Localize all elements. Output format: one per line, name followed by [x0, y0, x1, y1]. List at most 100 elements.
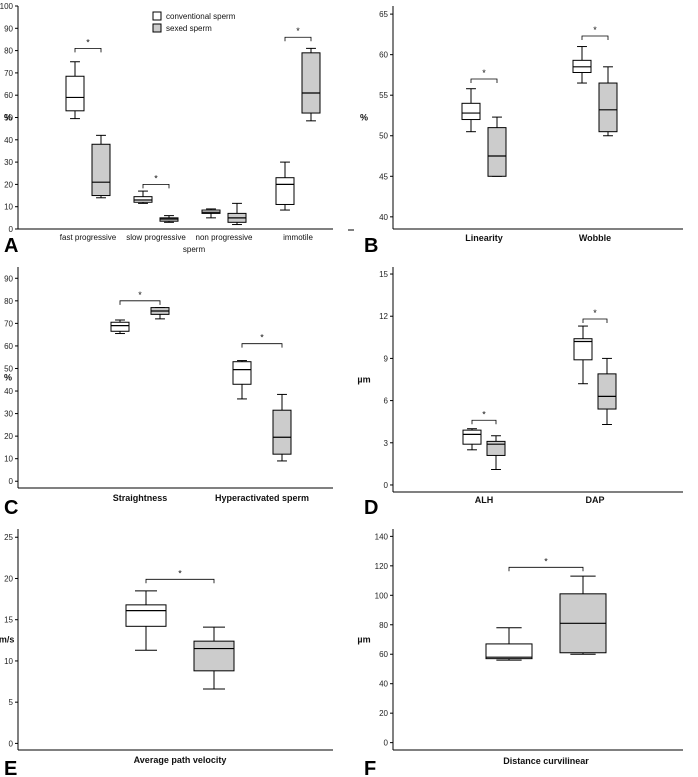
y-tick-label: 30 — [4, 410, 13, 419]
y-tick-label: 90 — [4, 274, 13, 283]
y-tick-label: 50 — [379, 132, 388, 141]
y-tick-label: 80 — [4, 47, 13, 56]
x-category-label: Distance curvilinear — [503, 756, 589, 766]
x-category-label: DAP — [585, 495, 604, 505]
box-conventional — [125, 590, 167, 651]
y-tick-label: 40 — [379, 680, 388, 689]
significance-star: * — [593, 25, 597, 35]
box-iqr — [275, 177, 295, 205]
panel-label: D — [364, 497, 378, 519]
y-tick-label: 0 — [384, 739, 389, 748]
box-iqr — [573, 338, 593, 361]
y-tick-label: 45 — [379, 172, 388, 181]
y-tick-label: 60 — [4, 342, 13, 351]
box-iqr — [110, 321, 130, 332]
box-iqr — [485, 643, 533, 660]
box-iqr — [598, 82, 618, 133]
significance-star: * — [178, 568, 182, 578]
y-tick-label: 40 — [4, 136, 13, 145]
y-axis-label: % — [4, 373, 12, 383]
significance-star: * — [138, 290, 142, 300]
box-iqr — [301, 52, 321, 114]
significance-bracket — [581, 35, 609, 41]
significance-bracket — [119, 300, 161, 305]
box-conventional — [572, 46, 592, 84]
significance-star: * — [86, 37, 90, 47]
box-conventional — [461, 88, 481, 133]
y-tick-label: 0 — [9, 739, 14, 748]
y-axis-label: % — [360, 113, 368, 123]
box-iqr — [597, 373, 617, 410]
y-tick-label: 80 — [379, 621, 388, 630]
box-iqr — [272, 409, 292, 455]
x-category-label: fast progressive — [60, 233, 117, 242]
y-tick-label: 20 — [4, 574, 13, 583]
y-tick-label: 10 — [4, 657, 13, 666]
significance-bracket — [284, 36, 312, 42]
y-tick-label: 80 — [4, 297, 13, 306]
significance-star: * — [482, 409, 486, 419]
box-conventional — [573, 325, 593, 385]
panel-a: 0 10 20 30 40 50 60 70 80 90 100% fast progressive s… — [0, 2, 354, 257]
box-conventional — [485, 627, 533, 661]
significance-bracket — [241, 343, 283, 348]
panel-label: F — [364, 758, 376, 777]
x-category-label: Linearity — [465, 233, 503, 243]
y-tick-label: 20 — [4, 180, 13, 189]
y-tick-label: 20 — [4, 432, 13, 441]
y-axis-label: % — [4, 113, 12, 123]
significance-star: * — [544, 556, 548, 566]
panel-d: 0 3 6 9 12 15 µm ALH DAP * * D — [357, 267, 683, 519]
y-tick-label: 140 — [375, 532, 389, 541]
y-tick-label: 50 — [4, 114, 13, 123]
box-conventional — [201, 208, 221, 219]
box-sexed — [159, 215, 179, 223]
y-tick-label: 9 — [384, 354, 389, 363]
y-tick-label: 0 — [384, 481, 389, 490]
panel-b: 40 45 50 55 60 65% Linearity Wobble * * B — [360, 6, 683, 257]
panel-f: 0 20 40 60 80 100 120 140 µm Distance curvilinear… — [357, 529, 683, 777]
box-sexed — [486, 435, 506, 470]
box-sexed — [91, 134, 111, 199]
y-tick-label: 90 — [4, 24, 13, 33]
y-tick-label: 25 — [4, 533, 13, 542]
panel-label: B — [364, 235, 378, 257]
box-sexed — [598, 66, 618, 137]
y-tick-label: 15 — [379, 270, 388, 279]
significance-bracket — [74, 47, 102, 53]
y-tick-label: 0 — [9, 477, 14, 486]
x-category-label: non progressive — [196, 233, 253, 242]
panel-label: A — [4, 235, 18, 257]
significance-star: * — [296, 26, 300, 36]
significance-bracket — [508, 566, 584, 572]
legend-label-conventional: conventional sperm — [166, 12, 236, 21]
panel-c: 0 10 20 30 40 50 60 70 80 90% Straightness Hyperact… — [4, 267, 333, 519]
significance-bracket — [582, 318, 608, 324]
panel-e: 0 5 10 15 20 25 µm/s Average path velocity * E — [0, 529, 333, 777]
box-iqr — [461, 102, 481, 121]
y-tick-label: 100 — [375, 591, 389, 600]
box-conventional — [275, 161, 295, 211]
y-tick-label: 65 — [379, 10, 388, 19]
box-iqr — [232, 361, 252, 385]
significance-star: * — [482, 68, 486, 78]
x-category-label: Average path velocity — [134, 755, 227, 765]
y-tick-label: 12 — [379, 312, 388, 321]
y-tick-label: 70 — [4, 319, 13, 328]
y-axis-label: µm — [357, 635, 370, 645]
y-tick-label: 70 — [4, 69, 13, 78]
box-iqr — [125, 604, 167, 627]
panel-label: C — [4, 497, 18, 519]
box-iqr — [193, 640, 235, 672]
significance-bracket — [470, 78, 498, 83]
y-tick-label: 55 — [379, 91, 388, 100]
legend-label-sexed: sexed sperm — [166, 24, 212, 33]
y-tick-label: 0 — [9, 225, 14, 234]
legend-swatch-conventional — [152, 11, 162, 21]
significance-bracket — [145, 578, 215, 584]
box-sexed — [150, 307, 170, 320]
x-category-label: Wobble — [579, 233, 611, 243]
legend: conventional sperm sexed sperm — [152, 11, 236, 33]
box-conventional — [133, 190, 153, 204]
y-tick-label: 20 — [379, 709, 388, 718]
